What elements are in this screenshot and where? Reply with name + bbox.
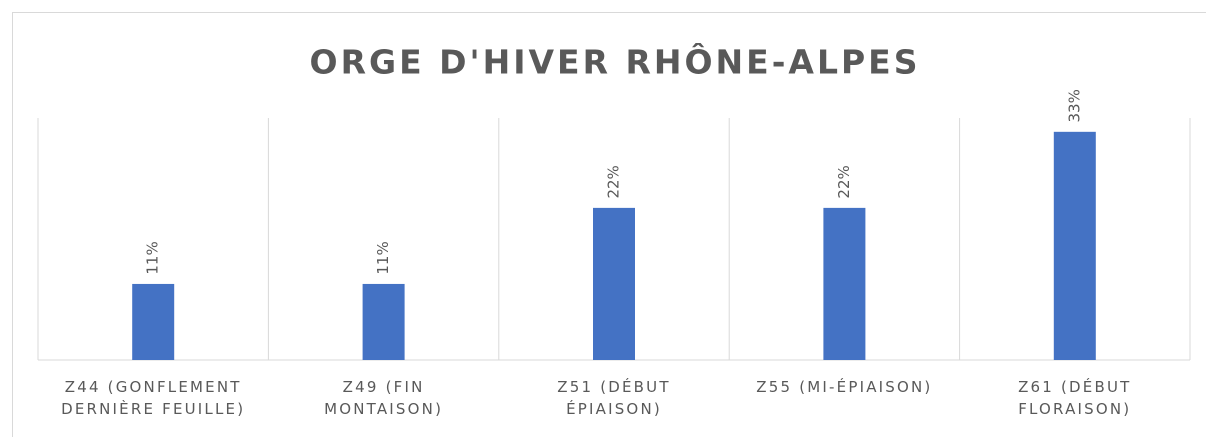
x-tick-label: Z61 (DÉBUT FLORAISON) (1018, 378, 1132, 418)
x-tick-label: Z55 (MI-ÉPIAISON) (756, 378, 933, 396)
x-tick-label: Z44 (GONFLEMENT DERNIÈRE FEUILLE) (61, 378, 246, 418)
data-label: 11% (374, 241, 392, 274)
bar (593, 207, 635, 360)
chart-frame (12, 12, 1206, 437)
bar (823, 207, 866, 360)
bar (362, 283, 405, 360)
data-label: 33% (1065, 89, 1083, 122)
x-tick-label: Z51 (DÉBUT ÉPIAISON) (557, 378, 671, 418)
data-label: 22% (605, 165, 623, 198)
data-label: 11% (144, 241, 162, 274)
chart-title: ORGE D'HIVER RHÔNE-ALPES (310, 42, 921, 82)
bar (1053, 131, 1096, 360)
bar (132, 283, 175, 360)
x-tick-label: Z49 (FIN MONTAISON) (324, 378, 444, 418)
data-label: 22% (835, 165, 853, 198)
